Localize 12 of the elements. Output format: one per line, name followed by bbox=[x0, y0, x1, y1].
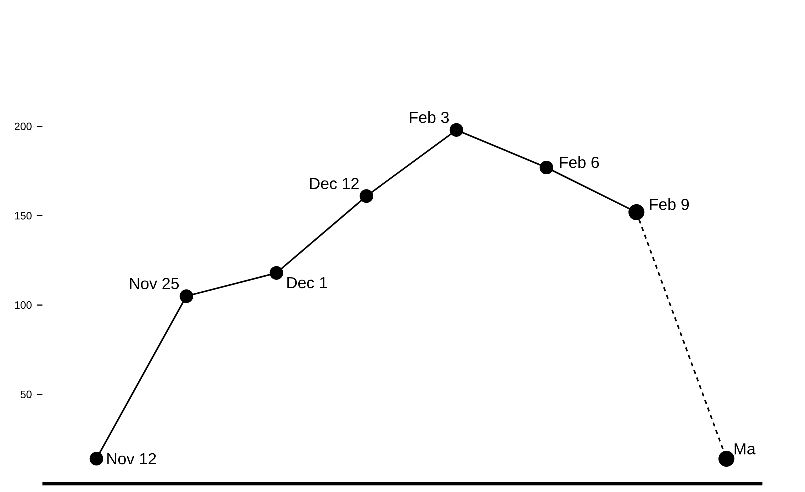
annotation: Dec 12 bbox=[310, 178, 359, 190]
y-tick-label: 50 bbox=[20, 390, 32, 398]
text: Feb 3 bbox=[410, 112, 450, 124]
annotation: Dec 1 bbox=[288, 277, 328, 289]
y-tick-label: 100 bbox=[15, 302, 32, 310]
y-tick-label: 200 bbox=[15, 122, 32, 130]
annotation: Feb 6 bbox=[560, 156, 600, 168]
annotation: Nov 25 bbox=[130, 278, 180, 290]
y-tick-label: 150 bbox=[15, 212, 32, 220]
annotation: Ma bbox=[734, 444, 756, 455]
annotation: Feb 9 bbox=[650, 198, 690, 210]
annotation: Nov 12 bbox=[108, 453, 156, 465]
